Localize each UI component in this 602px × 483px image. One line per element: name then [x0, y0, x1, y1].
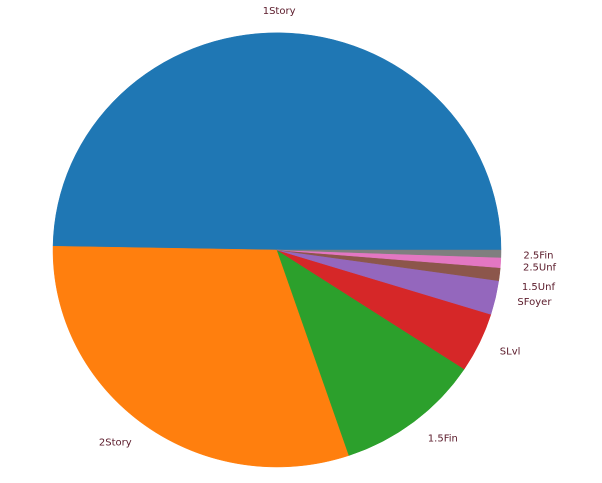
- pie-labels: 1Story 2Story 1.5Fin SLvl SFoyer 1.5Unf 2.5Unf…: [99, 6, 557, 448]
- pie-label-2-5unf: 2.5Unf: [523, 262, 557, 273]
- pie-slice-1story: [52, 32, 502, 251]
- pie-slice-1-5fin: [276, 249, 465, 456]
- pie-label-sfoyer: SFoyer: [517, 297, 552, 308]
- pie-label-1-5fin: 1.5Fin: [428, 433, 458, 444]
- pie-label-slvl: SLvl: [500, 346, 521, 357]
- pie-slices: [52, 32, 502, 468]
- pie-slice-2-5fin: [276, 249, 502, 258]
- pie-label-2-5fin: 2.5Fin: [523, 251, 553, 262]
- pie-label-1-5unf: 1.5Unf: [522, 282, 556, 293]
- pie-slice-2story: [52, 246, 350, 468]
- pie-label-1story: 1Story: [263, 6, 296, 17]
- pie-label-2story: 2Story: [99, 437, 132, 448]
